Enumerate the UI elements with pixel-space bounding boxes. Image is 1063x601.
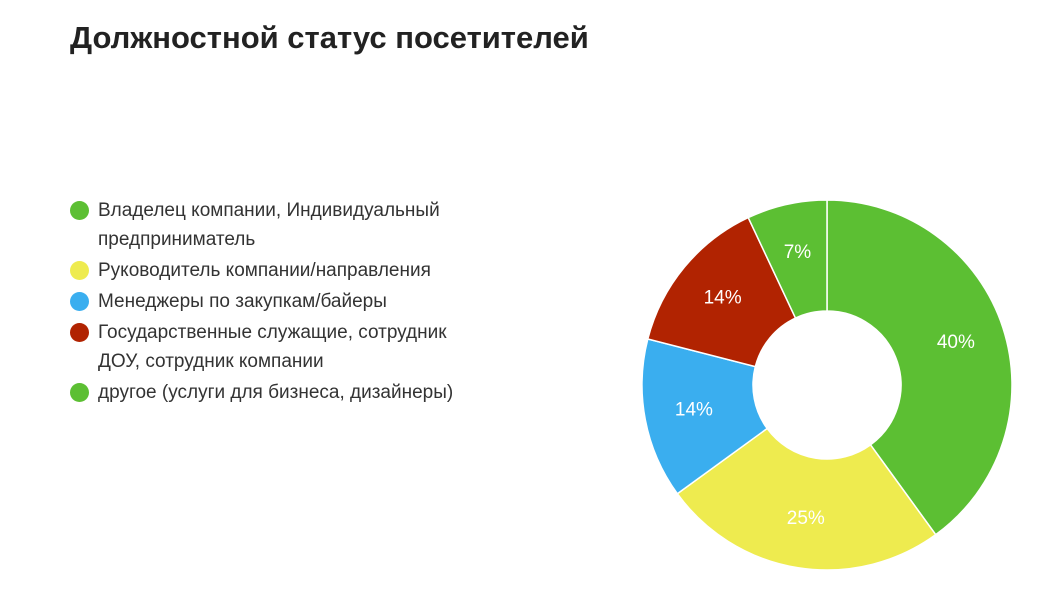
- legend-label: Государственные служащие, сотрудник ДОУ,…: [98, 322, 447, 372]
- legend-swatch: [70, 323, 89, 342]
- slice-label: 14%: [704, 288, 742, 309]
- legend-label: Менеджеры по закупкам/байеры: [98, 291, 387, 312]
- legend-swatch: [70, 292, 89, 311]
- legend-label: Владелец компании, Индивидуальный предпр…: [98, 200, 440, 250]
- slice-label: 14%: [675, 399, 713, 420]
- legend-item: Руководитель компании/направления: [70, 256, 460, 285]
- legend-item: Менеджеры по закупкам/байеры: [70, 287, 460, 316]
- slice-label: 25%: [787, 508, 825, 529]
- legend-label: Руководитель компании/направления: [98, 260, 431, 281]
- slice: [826, 199, 1013, 536]
- legend-swatch: [70, 383, 89, 402]
- slice: [676, 427, 937, 571]
- legend-item: другое (услуги для бизнеса, дизайнеры): [70, 378, 460, 407]
- slice: [641, 338, 769, 495]
- legend-swatch: [70, 201, 89, 220]
- legend-item: Владелец компании, Индивидуальный предпр…: [70, 196, 460, 254]
- slice: [646, 216, 797, 368]
- slice-label: 40%: [937, 332, 975, 353]
- legend-swatch: [70, 261, 89, 280]
- slice: [747, 199, 828, 320]
- legend-item: Государственные служащие, сотрудник ДОУ,…: [70, 318, 460, 376]
- legend: Владелец компании, Индивидуальный предпр…: [70, 196, 460, 409]
- legend-label: другое (услуги для бизнеса, дизайнеры): [98, 382, 454, 403]
- chart-title: Должностной статус посетителей: [70, 20, 589, 55]
- slice-label: 7%: [784, 242, 812, 263]
